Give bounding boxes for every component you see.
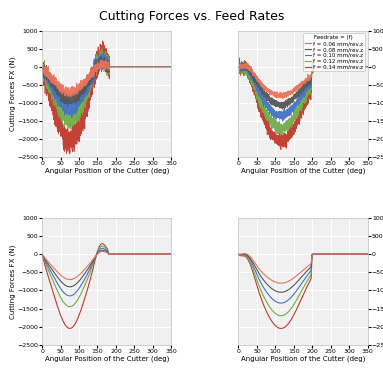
X-axis label: Angular Position of the Cutter (deg): Angular Position of the Cutter (deg) — [241, 355, 365, 362]
Y-axis label: Cutting Forces FX (N): Cutting Forces FX (N) — [9, 244, 16, 319]
Text: Cutting Forces vs. Feed Rates: Cutting Forces vs. Feed Rates — [99, 10, 284, 23]
X-axis label: Angular Position of the Cutter (deg): Angular Position of the Cutter (deg) — [44, 168, 169, 174]
X-axis label: Angular Position of the Cutter (deg): Angular Position of the Cutter (deg) — [44, 355, 169, 362]
Legend: f = 0.06 mm/rev.z, f = 0.08 mm/rev.z, f = 0.10 mm/rev.z, f = 0.12 mm/rev.z, f = : f = 0.06 mm/rev.z, f = 0.08 mm/rev.z, f … — [303, 33, 365, 72]
X-axis label: Angular Position of the Cutter (deg): Angular Position of the Cutter (deg) — [241, 168, 365, 174]
Y-axis label: Cutting Forces FX (N): Cutting Forces FX (N) — [9, 57, 16, 131]
